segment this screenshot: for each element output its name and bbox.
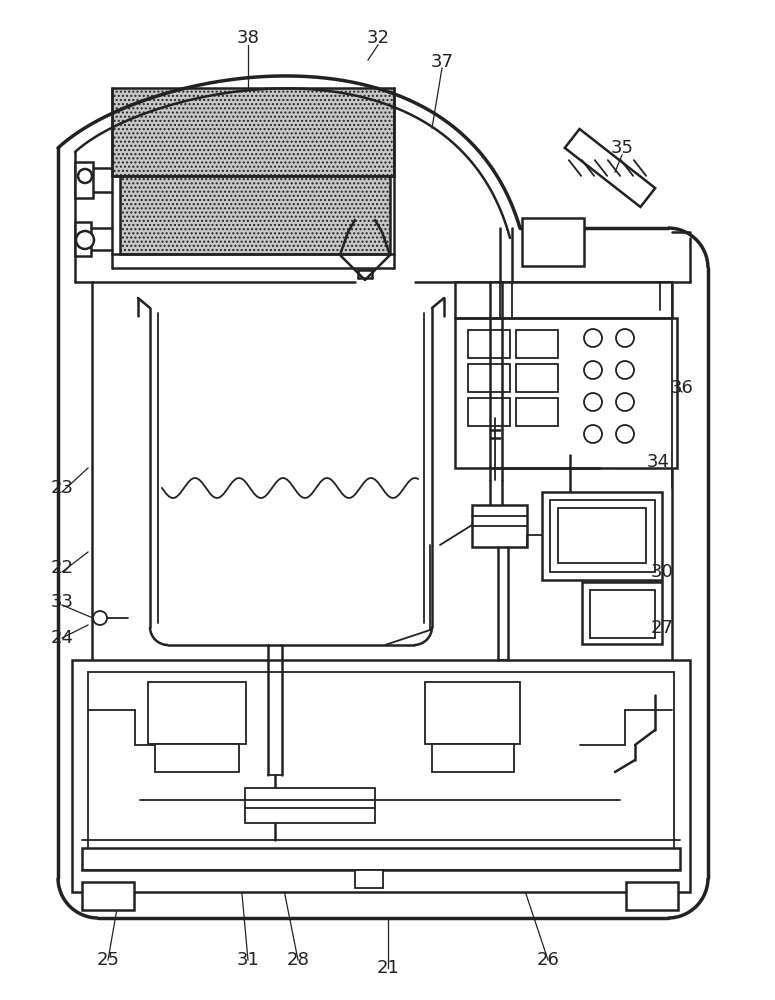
Bar bbox=[468, 364, 510, 392]
Text: 36: 36 bbox=[670, 379, 694, 397]
Bar bbox=[590, 590, 655, 638]
Bar bbox=[88, 672, 674, 860]
Bar bbox=[72, 660, 690, 892]
Text: 37: 37 bbox=[430, 53, 453, 71]
Bar bbox=[550, 500, 655, 572]
Bar bbox=[148, 682, 246, 744]
Bar bbox=[582, 582, 662, 644]
Bar bbox=[75, 222, 91, 256]
Bar bbox=[82, 882, 134, 910]
Bar bbox=[565, 129, 655, 207]
Bar bbox=[516, 398, 558, 426]
Bar bbox=[558, 508, 646, 563]
Bar bbox=[468, 398, 510, 426]
Bar bbox=[355, 870, 383, 888]
Text: 23: 23 bbox=[50, 479, 74, 497]
Bar bbox=[542, 492, 662, 580]
Bar bbox=[245, 788, 375, 823]
Bar bbox=[516, 364, 558, 392]
Text: 35: 35 bbox=[611, 139, 633, 157]
Circle shape bbox=[584, 361, 602, 379]
Circle shape bbox=[93, 611, 107, 625]
Circle shape bbox=[76, 231, 94, 249]
Text: 33: 33 bbox=[50, 593, 74, 611]
Text: 34: 34 bbox=[646, 453, 670, 471]
Circle shape bbox=[616, 425, 634, 443]
Text: 30: 30 bbox=[651, 563, 673, 581]
Bar bbox=[112, 88, 394, 176]
Text: 26: 26 bbox=[536, 951, 560, 969]
Circle shape bbox=[616, 329, 634, 347]
Text: 38: 38 bbox=[236, 29, 260, 47]
Bar bbox=[468, 330, 510, 358]
Circle shape bbox=[584, 425, 602, 443]
Bar bbox=[516, 330, 558, 358]
Bar bbox=[82, 848, 680, 870]
Circle shape bbox=[584, 393, 602, 411]
Text: 31: 31 bbox=[236, 951, 260, 969]
Bar bbox=[626, 882, 678, 910]
Text: 25: 25 bbox=[97, 951, 119, 969]
Bar bbox=[472, 505, 527, 547]
Text: 24: 24 bbox=[50, 629, 74, 647]
Bar bbox=[425, 682, 520, 744]
Bar bbox=[120, 176, 390, 254]
Text: 32: 32 bbox=[367, 29, 390, 47]
Circle shape bbox=[78, 169, 92, 183]
Text: 22: 22 bbox=[50, 559, 74, 577]
Bar bbox=[432, 744, 514, 772]
Circle shape bbox=[616, 393, 634, 411]
Bar bbox=[455, 318, 677, 468]
Bar bbox=[75, 162, 93, 198]
Circle shape bbox=[584, 329, 602, 347]
Bar bbox=[522, 218, 584, 266]
Text: 27: 27 bbox=[650, 619, 673, 637]
Circle shape bbox=[616, 361, 634, 379]
Text: 21: 21 bbox=[377, 959, 399, 977]
Bar bbox=[155, 744, 239, 772]
Text: 28: 28 bbox=[287, 951, 309, 969]
